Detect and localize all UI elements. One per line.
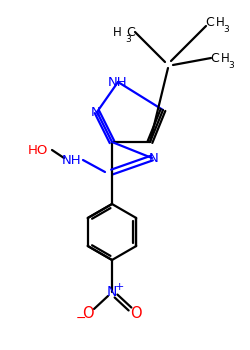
Text: H: H xyxy=(113,26,122,38)
Text: NH: NH xyxy=(108,76,128,89)
Text: NH: NH xyxy=(62,154,82,167)
Text: 3: 3 xyxy=(228,61,234,70)
Text: +: + xyxy=(114,282,124,292)
Text: 3: 3 xyxy=(223,25,229,34)
Text: N: N xyxy=(149,152,159,164)
Text: H: H xyxy=(221,51,230,64)
Text: C: C xyxy=(210,51,220,64)
Text: C: C xyxy=(206,15,214,28)
Text: N: N xyxy=(107,285,117,299)
Text: H: H xyxy=(216,15,225,28)
Text: O: O xyxy=(130,307,142,322)
Text: N: N xyxy=(91,105,101,119)
Text: C: C xyxy=(127,26,136,38)
Text: −: − xyxy=(76,312,86,324)
Text: O: O xyxy=(82,307,94,322)
Text: 3: 3 xyxy=(125,35,131,44)
Text: HO: HO xyxy=(28,144,48,156)
